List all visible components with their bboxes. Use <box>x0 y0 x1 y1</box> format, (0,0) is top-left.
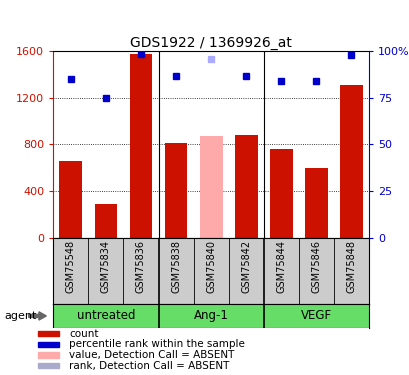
Text: Ang-1: Ang-1 <box>193 309 228 322</box>
Bar <box>269 149 292 238</box>
Bar <box>94 204 117 238</box>
Text: GSM75834: GSM75834 <box>101 240 111 293</box>
Text: GSM75836: GSM75836 <box>136 240 146 293</box>
Bar <box>304 168 327 238</box>
Text: value, Detection Call = ABSENT: value, Detection Call = ABSENT <box>69 350 234 360</box>
Bar <box>199 136 222 238</box>
Bar <box>234 135 257 238</box>
Text: GSM75838: GSM75838 <box>171 240 181 293</box>
Bar <box>38 352 59 358</box>
Text: GSM75848: GSM75848 <box>346 240 355 293</box>
Text: VEGF: VEGF <box>300 309 331 322</box>
Text: rank, Detection Call = ABSENT: rank, Detection Call = ABSENT <box>69 361 229 371</box>
Text: GSM75846: GSM75846 <box>310 240 321 293</box>
Text: percentile rank within the sample: percentile rank within the sample <box>69 339 245 349</box>
Text: untreated: untreated <box>76 309 135 322</box>
Text: GSM75548: GSM75548 <box>66 240 76 293</box>
Bar <box>59 161 82 238</box>
Text: GSM75844: GSM75844 <box>276 240 285 293</box>
Bar <box>38 363 59 369</box>
Bar <box>129 54 152 238</box>
Text: count: count <box>69 328 99 339</box>
Bar <box>38 342 59 347</box>
Text: GSM75840: GSM75840 <box>206 240 216 293</box>
Text: agent: agent <box>4 311 36 321</box>
Title: GDS1922 / 1369926_at: GDS1922 / 1369926_at <box>130 36 291 50</box>
Bar <box>164 143 187 238</box>
Bar <box>38 331 59 336</box>
Bar <box>339 85 362 238</box>
Text: GSM75842: GSM75842 <box>240 240 251 293</box>
